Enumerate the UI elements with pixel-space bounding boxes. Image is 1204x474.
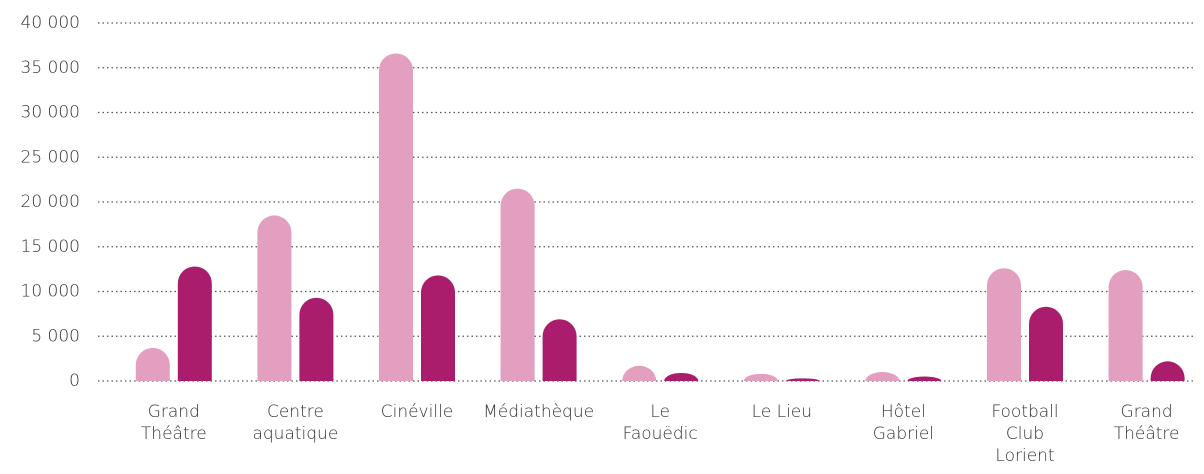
bar [257,215,292,381]
x-tick-label: Le Faouëdic [622,402,698,444]
x-tick-label: Le Lieu [751,402,813,422]
y-tick-label: 0 [69,371,80,391]
bar [1029,306,1063,381]
x-tick-label: Grand Théâtre [1113,402,1180,444]
bar [177,266,212,381]
y-tick-label: 15 000 [21,237,80,257]
bar [1108,270,1143,381]
bar [379,53,413,382]
y-tick-label: 10 000 [21,282,80,302]
x-tick-label: Hôtel Gabriel [872,402,935,444]
x-tick-label: Cinéville [380,402,454,422]
y-tick-label: 5 000 [31,326,80,346]
bar [987,268,1021,381]
bar [865,372,900,381]
bar [542,319,577,381]
x-tick-label: Grand Théâtre [140,402,207,444]
bar [421,275,455,381]
y-tick-label: 40 000 [21,13,80,33]
bar [622,365,657,381]
bar [135,347,170,381]
bar [907,376,942,381]
y-tick-label: 25 000 [21,147,80,167]
x-tick-label: Médiathèque [483,402,595,422]
bar [664,372,699,381]
x-tick-label: Centre aquatique [252,402,339,444]
y-tick-label: 30 000 [21,103,80,123]
bar [299,297,334,381]
y-tick-label: 35 000 [21,58,80,78]
y-tick-label: 20 000 [21,192,80,212]
x-tick-label: Football Club Lorient [991,402,1059,466]
bar [743,373,778,381]
bar [785,378,820,381]
bar [500,188,535,381]
bar [1150,361,1185,381]
